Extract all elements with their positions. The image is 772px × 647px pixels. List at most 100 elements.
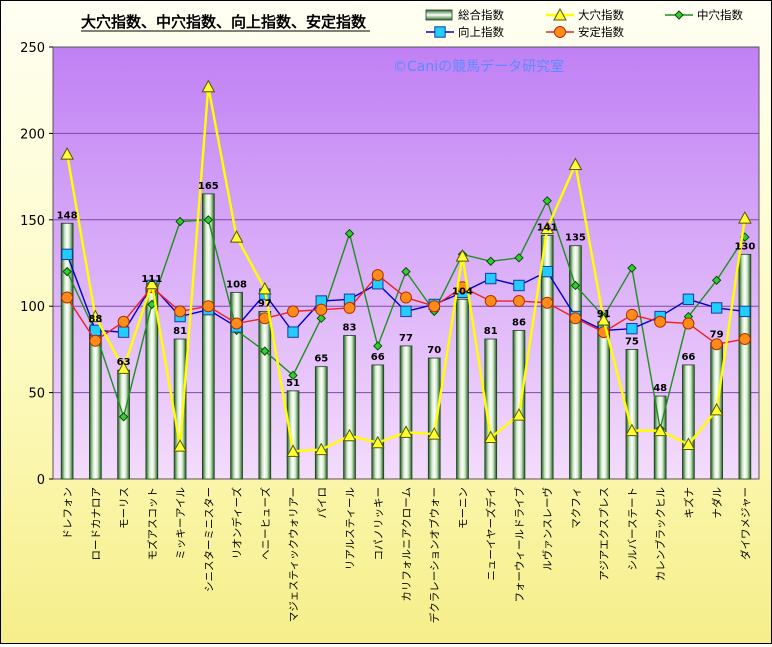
diamond-marker	[373, 341, 383, 351]
x-tick-label: コパノリッキー	[373, 487, 385, 561]
bar	[314, 366, 328, 480]
x-tick-label: マジェスティックウォリアー	[288, 487, 300, 622]
triangle-marker	[286, 444, 300, 457]
x-tick-label: ロードカナロア	[90, 487, 102, 561]
x-tick-label: キズナ	[682, 487, 695, 519]
bar-value-label: 111	[141, 274, 162, 285]
circle-marker	[230, 317, 243, 330]
square-marker	[117, 326, 130, 338]
bar	[569, 245, 582, 480]
square-marker	[739, 305, 751, 318]
circle-marker	[343, 301, 356, 314]
triangle-marker	[201, 79, 216, 93]
triangle-marker	[342, 428, 357, 442]
bar-value-label: 86	[512, 317, 526, 328]
square-marker	[400, 305, 412, 318]
bar-value-label: 75	[625, 336, 639, 347]
bar-series	[60, 193, 752, 480]
diamond-marker	[288, 370, 298, 381]
bar	[230, 291, 243, 480]
triangle-marker	[709, 402, 724, 416]
circle-marker	[512, 295, 525, 308]
diamond-marker	[486, 256, 496, 266]
triangle-marker	[483, 430, 498, 444]
y-tick-label: 150	[20, 214, 45, 229]
x-tick-label: ドレフォン	[62, 487, 74, 540]
triangle-marker	[173, 439, 187, 452]
circle-marker	[738, 333, 751, 346]
bar-value-label: 81	[484, 326, 498, 337]
bar	[484, 338, 498, 480]
bar-value-label: 83	[343, 323, 357, 334]
bar-value-label: 165	[198, 181, 219, 192]
triangle-marker	[553, 7, 567, 21]
bar-value-label: 77	[399, 333, 413, 344]
bar-value-label: 91	[597, 309, 611, 320]
circle-marker	[554, 26, 566, 38]
x-tick-label: モーニン	[457, 487, 469, 529]
square-marker	[485, 272, 497, 285]
bar	[427, 357, 441, 480]
circle-marker	[541, 296, 554, 309]
diamond-marker	[542, 196, 552, 206]
legend-swatch	[425, 9, 453, 21]
bar	[145, 286, 159, 480]
bar-value-label: 97	[258, 298, 272, 309]
bar	[625, 348, 639, 480]
bar-value-label: 70	[427, 345, 441, 356]
diamond-marker	[674, 10, 684, 20]
x-tick-label: ヘニーヒューズ	[259, 487, 272, 560]
triangle-marker	[427, 427, 442, 440]
bar	[89, 326, 102, 480]
legend-label: 向上指数	[458, 25, 504, 39]
circle-marker	[174, 305, 187, 318]
triangle-marker	[653, 423, 668, 437]
diamond-marker	[260, 346, 270, 356]
square-marker	[541, 265, 553, 278]
square-marker	[434, 26, 446, 38]
circle-marker	[287, 305, 300, 318]
bar-value-label: 79	[710, 329, 724, 340]
diamond-marker	[344, 228, 355, 239]
bar	[682, 364, 695, 480]
square-marker	[682, 293, 695, 305]
bar-value-label: 51	[286, 378, 300, 389]
triangle-marker	[229, 230, 244, 243]
x-axis: ドレフォン ロードカナロア モーリス モズアスコット ミッキーアイル シニスターミニスター…	[62, 487, 752, 624]
x-tick-label: モズアスコット	[146, 487, 159, 561]
bar	[286, 390, 300, 480]
diamond-marker	[711, 275, 722, 285]
triangle-marker	[681, 437, 696, 450]
x-tick-label: ニューイヤーズデイ	[485, 487, 498, 581]
triangle-marker	[399, 425, 413, 438]
triangle-marker	[568, 157, 583, 171]
bar-value-label: 148	[57, 210, 78, 221]
bar	[173, 338, 187, 480]
bar	[371, 364, 385, 480]
bar-value-label: 130	[734, 241, 755, 252]
square-marker	[287, 326, 299, 338]
triangle-marker	[144, 276, 159, 290]
circle-marker	[400, 291, 412, 304]
bar	[258, 310, 272, 480]
x-tick-label: リオンディーズ	[231, 487, 244, 559]
bar-value-label: 108	[226, 279, 247, 290]
bar	[201, 193, 215, 480]
bar	[399, 345, 413, 480]
triangle-marker	[257, 281, 272, 295]
bar-value-labels: 148 88 63 111 81 165 108 97 51 65 83 66 77 70 104 81 86 1…	[57, 181, 756, 394]
circle-marker	[682, 317, 695, 330]
triangle-marker	[370, 435, 385, 449]
x-tick-label: ダイワメジャー	[739, 487, 752, 560]
triangle-marker	[596, 312, 611, 326]
x-tick-label: デクラレーションオブウォー	[428, 487, 441, 623]
circle-marker	[371, 269, 384, 282]
circle-marker	[569, 312, 582, 325]
square-marker	[626, 322, 638, 335]
bar-value-label: 135	[565, 233, 586, 244]
square-marker	[513, 279, 525, 292]
bar-value-label: 65	[314, 354, 328, 365]
